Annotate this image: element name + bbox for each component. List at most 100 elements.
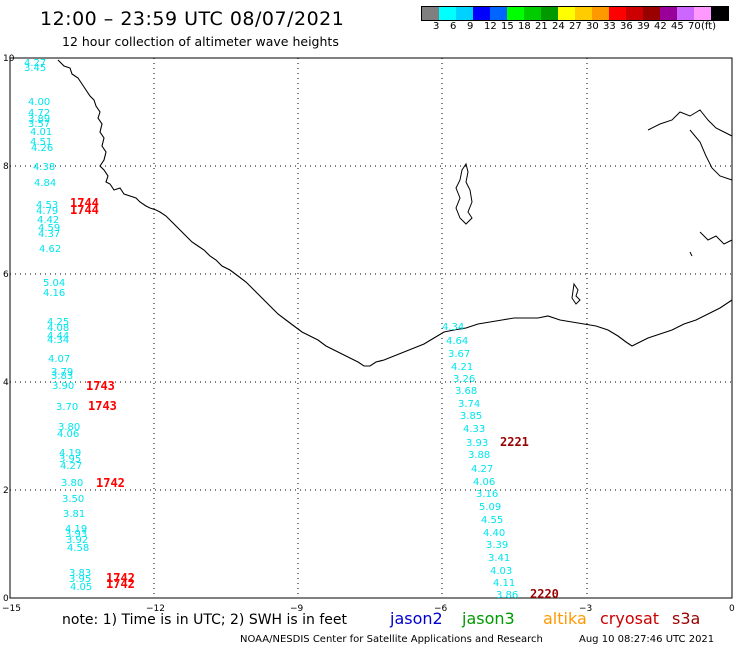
map-title: 12:00 – 23:59 UTC 08/07/2021: [40, 8, 345, 30]
scale-label: 18: [518, 21, 531, 32]
y-tick-label: 2: [3, 486, 9, 496]
scale-swatch: [507, 7, 524, 20]
wave-height-label: 4.27: [471, 464, 493, 475]
wave-height-label: 4.53: [36, 200, 58, 211]
coastline: [57, 59, 733, 367]
axis-labels: −15 −12 −9 −6 −3 0 0 2 4 6 8 10: [2, 54, 735, 614]
wave-height-label: 3.95: [69, 574, 91, 585]
wave-height-label: 3.16: [476, 489, 498, 500]
pass-time-label: 1742: [96, 476, 125, 490]
wave-height-label: 4.44: [47, 331, 69, 342]
lake-small: [571, 282, 581, 305]
y-tick-label: 0: [3, 594, 9, 604]
wave-height-label: 4.21: [451, 362, 473, 373]
wave-height-label: 3.85: [460, 411, 482, 422]
color-scale-labels: 3 6 9 12 15 18 21 24 27 30 33 36 39 42 45 70 (ft): [421, 21, 740, 35]
map-subtitle: 12 hour collection of altimeter wave hei…: [62, 34, 339, 49]
wave-height-label: 3.92: [66, 535, 88, 546]
wave-height-label: 5.09: [479, 502, 501, 513]
scale-label: 15: [501, 21, 514, 32]
wave-height-label: 4.72: [28, 108, 50, 119]
wave-height-label: 3.95: [59, 454, 81, 465]
scale-swatch: [524, 7, 541, 20]
x-tick-label: −3: [579, 604, 592, 614]
wave-height-label: 4.34: [442, 322, 464, 333]
wave-height-label: 3.26: [453, 374, 475, 385]
scale-label: 12: [484, 21, 497, 32]
scale-label: 3: [433, 21, 440, 32]
wave-height-label: 4.34: [47, 335, 69, 346]
pass-time-label: 1742: [106, 577, 135, 591]
legend-s3a: s3a: [672, 609, 701, 628]
scale-swatch: [558, 7, 575, 20]
scale-swatch: [609, 7, 626, 20]
scale-swatch: [660, 7, 677, 20]
wave-height-label: 3.86: [496, 590, 518, 601]
wave-height-label: 4.25: [47, 317, 69, 328]
wave-height-label: 4.11: [493, 578, 515, 589]
scale-swatch: [677, 7, 694, 20]
wave-height-label: 4.08: [47, 323, 69, 334]
scale-label: 27: [569, 21, 582, 32]
pass-time-label: 1742: [106, 571, 135, 585]
x-tick-label: −9: [290, 604, 304, 614]
scale-label: 6: [450, 21, 457, 32]
scale-label: 36: [620, 21, 633, 32]
wave-height-label: 4.27: [60, 461, 82, 472]
grid-lines: [10, 58, 732, 598]
wave-height-label: 3.93: [65, 529, 87, 540]
pass-time-label: 1744: [70, 196, 99, 210]
wave-height-label: 3.90: [52, 381, 74, 392]
scale-label: 30: [586, 21, 599, 32]
legend-note: note: 1) Time is in UTC; 2) SWH is in fe…: [62, 612, 348, 628]
wave-height-label: 3.45: [24, 63, 46, 74]
x-tick-label: −12: [146, 604, 165, 614]
scale-swatch: [473, 7, 490, 20]
scale-swatch: [643, 7, 660, 20]
pass-time-label: 1743: [86, 379, 115, 393]
footer-timestamp: Aug 10 08:27:46 UTC 2021: [579, 634, 715, 645]
wave-height-label: 3.70: [56, 402, 78, 413]
wave-height-label: 3.39: [486, 540, 508, 551]
scale-label: (ft): [701, 21, 717, 32]
y-tick-label: 6: [3, 270, 9, 280]
wave-height-label: 3.89: [28, 114, 50, 125]
wave-height-label: 4.58: [67, 543, 89, 554]
wave-height-label: 4.06: [473, 477, 495, 488]
scale-swatch: [456, 7, 473, 20]
scale-label: 70: [688, 21, 701, 32]
scale-swatch: [711, 7, 728, 20]
wave-height-label: 4.64: [446, 336, 468, 347]
wave-height-label: 4.42: [37, 215, 59, 226]
y-tick-label: 10: [3, 54, 15, 64]
left-altimeter-track: 4.273.454.004.723.893.574.014.514.264.38…: [24, 58, 135, 593]
wave-height-label: 4.05: [70, 582, 92, 593]
footer-credit: NOAA/NESDIS Center for Satellite Applica…: [240, 634, 543, 645]
legend-jason2: jason2: [390, 609, 443, 628]
wave-height-label: 4.06: [57, 429, 79, 440]
map-frame: [9, 57, 733, 599]
y-tick-label: 4: [3, 378, 9, 388]
wave-height-label: 3.41: [488, 553, 510, 564]
wave-height-label: 3.57: [28, 119, 50, 130]
wave-height-label: 3.83: [69, 568, 91, 579]
wave-height-label: 3.68: [455, 386, 477, 397]
wave-height-label: 4.26: [31, 143, 53, 154]
wave-height-label: 4.40: [483, 528, 505, 539]
lake-upper-right: [647, 109, 733, 257]
scale-swatch: [592, 7, 609, 20]
x-tick-label: −15: [2, 604, 21, 614]
x-tick-label: −6: [434, 604, 448, 614]
wave-height-label: 4.00: [28, 97, 50, 108]
wave-height-label: 3.67: [448, 349, 470, 360]
scale-label: 45: [671, 21, 684, 32]
pass-time-label: 1743: [88, 399, 117, 413]
wave-height-label: 4.37: [38, 229, 60, 240]
wave-height-label: 5.04: [43, 278, 65, 289]
scale-label: 33: [603, 21, 616, 32]
wave-height-label: 4.27: [24, 58, 46, 69]
wave-height-label: 4.01: [30, 127, 52, 138]
wave-height-label: 4.07: [48, 354, 70, 365]
lake-volta: [455, 162, 473, 225]
wave-height-label: 3.80: [58, 422, 80, 433]
